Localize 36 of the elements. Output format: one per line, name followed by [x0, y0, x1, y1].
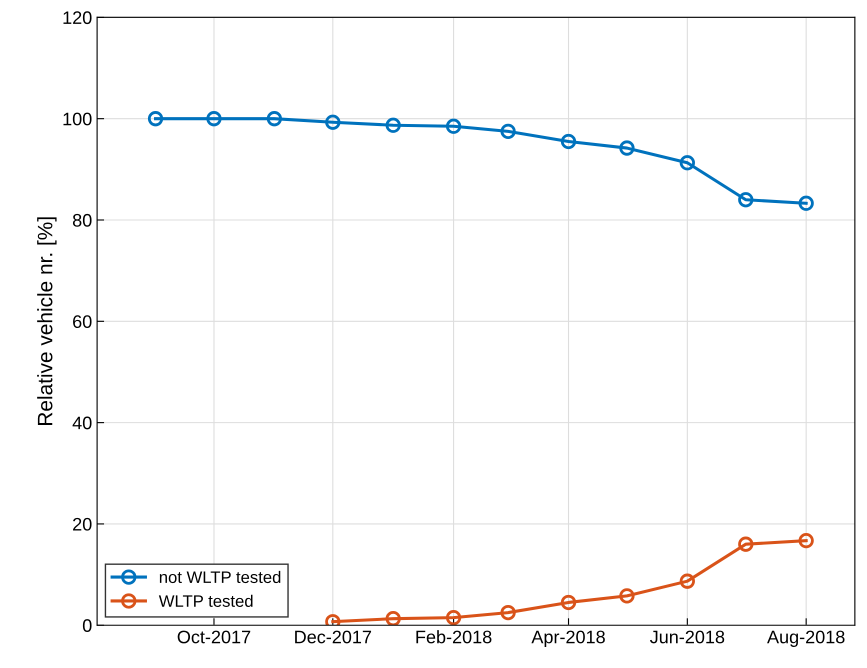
point [266, 111, 282, 126]
y-tick-label: 120 [64, 11, 92, 24]
legend-label: not WLTP tested [160, 570, 280, 584]
y-tick-label: 40 [72, 416, 92, 430]
point [386, 118, 401, 133]
point [500, 124, 516, 139]
y-tick-label: 0 [82, 619, 92, 632]
x-tick-label: Aug-2018 [767, 630, 845, 647]
point [798, 196, 814, 211]
x-tick-label: Apr-2018 [531, 630, 605, 647]
point [619, 140, 635, 156]
x-tick-label: Jun-2018 [650, 630, 724, 644]
legend-label: WLTP tested [158, 594, 253, 607]
point [325, 114, 340, 130]
point [560, 134, 576, 150]
y-tick-label: 20 [73, 518, 92, 531]
point [680, 155, 695, 170]
y-tick-label: 60 [73, 315, 92, 328]
point [798, 533, 814, 548]
y-axis-title: Relative vehicle nr. [%] [37, 217, 57, 425]
x-tick-label: Oct-2017 [178, 630, 250, 644]
point [500, 604, 516, 620]
point [738, 536, 754, 552]
point [560, 594, 576, 610]
y-tick-label: 80 [72, 214, 92, 227]
y-tick-label: 100 [64, 112, 92, 126]
point [738, 192, 754, 208]
point [386, 611, 401, 626]
point [446, 610, 462, 626]
point [446, 118, 462, 134]
x-tick-label: Dec-2017 [295, 630, 372, 644]
point [680, 574, 695, 589]
x-tick-label: Feb-2018 [416, 630, 492, 644]
point [148, 111, 164, 126]
point [206, 111, 222, 126]
point [619, 588, 635, 604]
